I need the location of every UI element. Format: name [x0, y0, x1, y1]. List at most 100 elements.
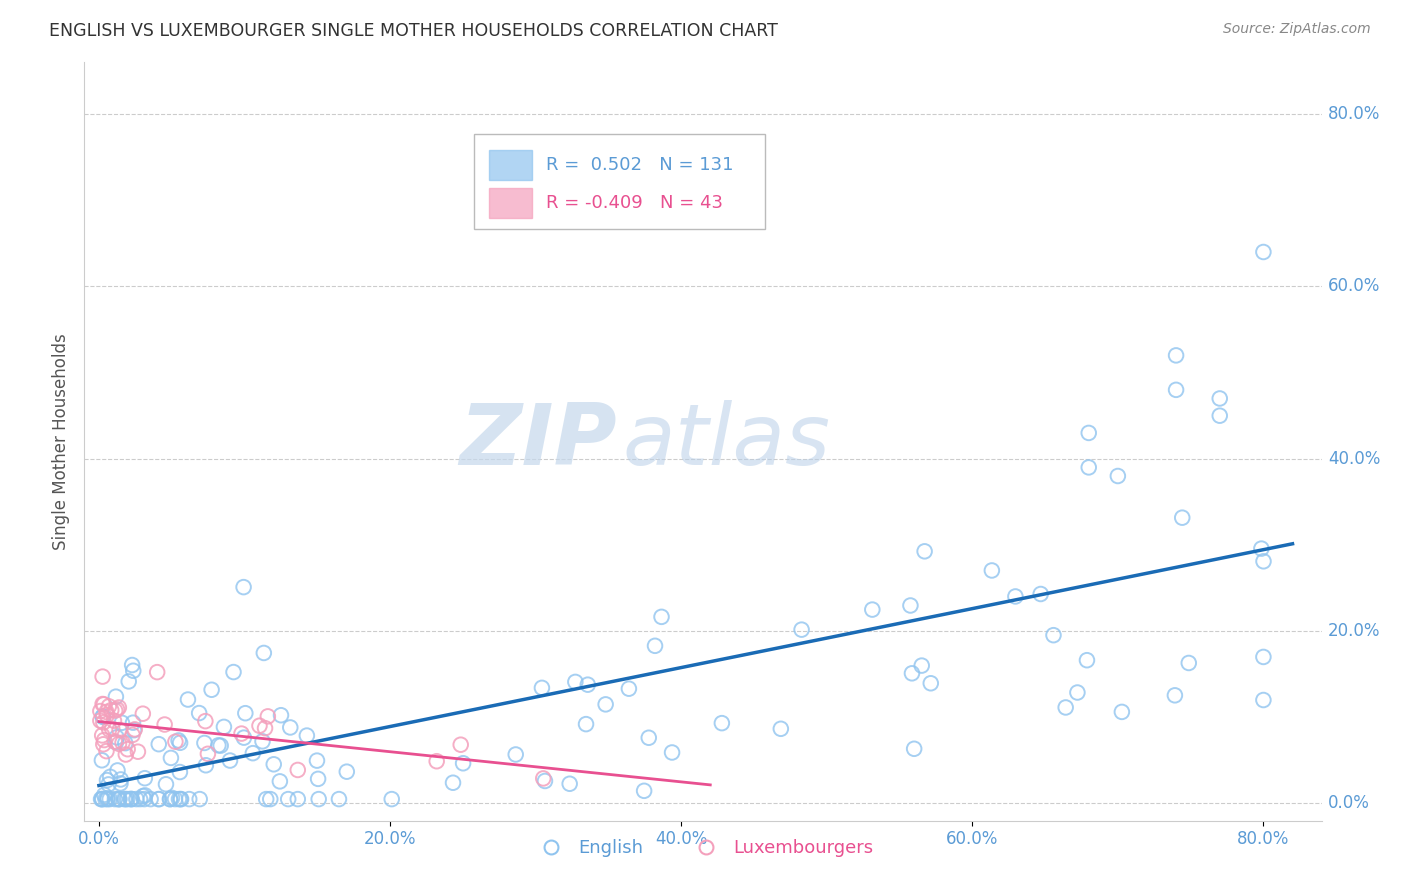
Point — [914, 544, 936, 558]
Point — [1209, 409, 1232, 423]
Point — [1042, 628, 1064, 642]
Point — [179, 792, 201, 806]
Point — [91, 670, 114, 684]
Point — [97, 792, 120, 806]
Point — [1253, 244, 1275, 259]
Point — [159, 792, 181, 806]
Point — [232, 731, 254, 745]
Point — [1077, 425, 1099, 440]
Point — [104, 704, 127, 718]
Point — [197, 747, 219, 761]
Point — [100, 703, 122, 717]
Point — [249, 719, 271, 733]
Point — [98, 770, 121, 784]
Point — [96, 744, 118, 758]
Point — [91, 697, 114, 711]
Point — [169, 765, 191, 780]
Point — [114, 792, 136, 806]
Point — [139, 792, 162, 806]
Point — [93, 733, 115, 747]
Point — [170, 792, 193, 806]
Point — [1029, 587, 1052, 601]
Point — [188, 706, 211, 720]
Text: 40.0%: 40.0% — [1327, 450, 1381, 467]
Point — [1253, 649, 1275, 664]
Point — [259, 792, 281, 806]
Point — [89, 714, 111, 728]
Point — [231, 726, 253, 740]
Point — [534, 774, 557, 789]
Point — [108, 700, 131, 714]
Point — [1111, 705, 1133, 719]
Point — [107, 792, 129, 806]
Point — [270, 708, 292, 723]
Text: R =  0.502   N = 131: R = 0.502 N = 131 — [546, 156, 734, 174]
Point — [108, 792, 131, 806]
Point — [105, 735, 128, 749]
Point — [169, 736, 191, 750]
Point — [117, 792, 139, 806]
Point — [1177, 656, 1199, 670]
Point — [426, 754, 449, 768]
Point — [1107, 469, 1129, 483]
Point — [93, 698, 115, 712]
Point — [90, 753, 112, 767]
Point — [1054, 700, 1077, 714]
Point — [617, 681, 640, 696]
Point — [269, 774, 291, 789]
Point — [256, 709, 278, 723]
Point — [155, 777, 177, 791]
Point — [1171, 510, 1194, 524]
Point — [232, 580, 254, 594]
Point — [637, 731, 659, 745]
Point — [451, 756, 474, 771]
Point — [980, 564, 1002, 578]
Point — [134, 771, 156, 785]
Point — [127, 745, 149, 759]
Point — [252, 734, 274, 748]
Point — [108, 723, 131, 737]
Point — [531, 772, 554, 786]
Point — [381, 792, 404, 806]
Point — [134, 792, 156, 806]
Point — [254, 721, 277, 735]
Legend: English, Luxembourgers: English, Luxembourgers — [526, 832, 880, 864]
Point — [209, 739, 232, 753]
Point — [188, 792, 211, 806]
Point — [564, 674, 586, 689]
Point — [91, 709, 114, 723]
Point — [633, 784, 655, 798]
Point — [254, 792, 277, 806]
Point — [287, 792, 309, 806]
Point — [93, 788, 115, 802]
Point — [134, 789, 156, 803]
Point — [287, 763, 309, 777]
Point — [307, 772, 329, 786]
Text: 20.0%: 20.0% — [1327, 622, 1381, 640]
Point — [132, 789, 155, 804]
Point — [90, 792, 112, 806]
Point — [207, 739, 229, 753]
Point — [1164, 689, 1187, 703]
Point — [121, 728, 143, 742]
Point — [328, 792, 350, 806]
Point — [103, 714, 125, 728]
Point — [163, 792, 186, 806]
Point — [108, 737, 131, 751]
Point — [94, 792, 117, 806]
Text: atlas: atlas — [623, 400, 831, 483]
Point — [576, 678, 599, 692]
Point — [132, 706, 155, 721]
Point — [263, 757, 285, 772]
Point — [98, 723, 121, 737]
Point — [129, 792, 152, 806]
Point — [1004, 590, 1026, 604]
Point — [114, 736, 136, 750]
Point — [96, 773, 118, 788]
Point — [165, 735, 187, 749]
Point — [167, 733, 190, 747]
Point — [97, 699, 120, 714]
Point — [558, 777, 581, 791]
Point — [1209, 392, 1232, 406]
Point — [122, 715, 145, 730]
